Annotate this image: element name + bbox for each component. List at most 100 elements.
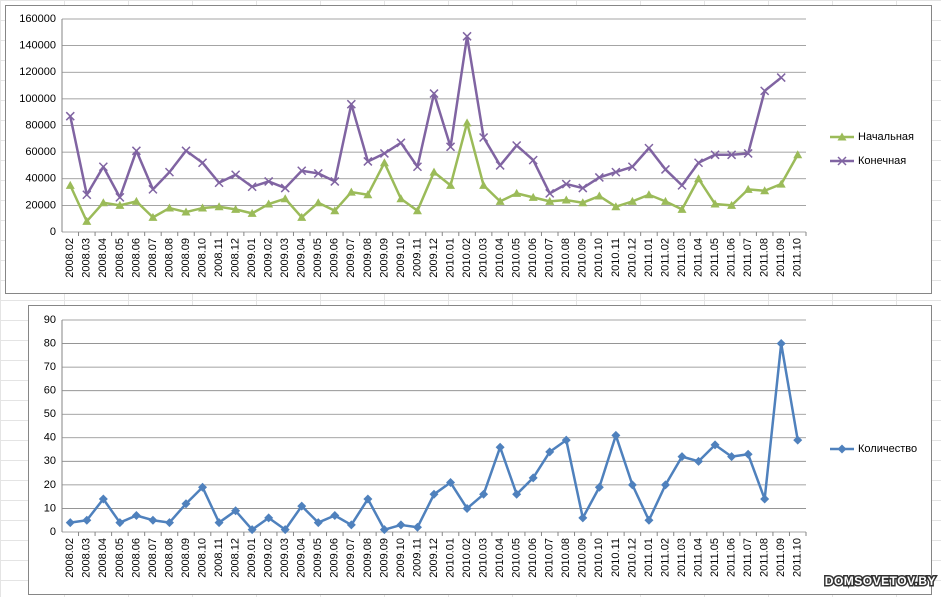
y-tick-label: 90 <box>44 314 56 326</box>
marker <box>710 440 720 450</box>
marker <box>793 435 803 445</box>
marker <box>363 190 373 199</box>
x-tick-label: 2008.10 <box>196 538 208 578</box>
marker <box>727 150 737 160</box>
x-tick-label: 2010.12 <box>626 238 638 278</box>
marker <box>677 204 687 213</box>
marker <box>131 511 141 521</box>
marker <box>313 518 323 528</box>
marker <box>131 196 141 205</box>
y-tick-label: 10 <box>44 502 56 514</box>
marker <box>429 89 439 99</box>
marker <box>264 199 274 208</box>
x-tick-label: 2011.10 <box>792 538 804 577</box>
x-tick-label: 2010.06 <box>527 238 539 278</box>
x-tick-label: 2011.09 <box>775 538 787 577</box>
x-tick-label: 2009.04 <box>296 238 308 278</box>
y-tick-label: 100000 <box>19 93 56 105</box>
marker <box>396 520 406 530</box>
x-tick-label: 2008.10 <box>196 238 208 278</box>
x-tick-label: 2009.08 <box>362 538 374 578</box>
marker <box>776 73 786 83</box>
x-tick-label: 2008.12 <box>230 538 242 578</box>
marker <box>164 167 174 177</box>
marker <box>446 180 456 189</box>
x-tick-label: 2009.11 <box>411 238 423 277</box>
x-tick-label: 2011.09 <box>775 238 787 277</box>
marker <box>594 172 604 182</box>
x-tick-label: 2009.03 <box>279 538 291 578</box>
marker <box>462 31 472 41</box>
marker <box>627 480 637 490</box>
x-tick-label: 2011.03 <box>676 238 688 277</box>
y-tick-label: 50 <box>44 408 56 420</box>
x-tick-label: 2010.07 <box>544 538 556 578</box>
marker <box>98 198 108 207</box>
watermark: DOMSOVETOV.BY <box>825 574 936 588</box>
marker <box>611 167 621 177</box>
x-tick-label: 2010.09 <box>577 238 589 278</box>
marker <box>694 456 704 466</box>
x-tick-label: 2009.01 <box>246 238 258 278</box>
marker <box>98 494 108 504</box>
x-tick-label: 2009.12 <box>428 538 440 578</box>
y-tick-label: 80000 <box>25 119 56 131</box>
x-tick-label: 2011.05 <box>709 238 721 277</box>
marker <box>82 216 92 225</box>
x-tick-label: 2009.09 <box>378 238 390 278</box>
x-tick-label: 2008.11 <box>213 538 225 577</box>
x-tick-label: 2009.05 <box>312 538 324 578</box>
marker <box>462 118 472 127</box>
x-tick-label: 2010.01 <box>444 538 456 578</box>
marker <box>65 518 75 528</box>
marker <box>627 162 637 172</box>
marker <box>694 174 704 183</box>
marker <box>710 199 720 208</box>
marker <box>148 515 158 525</box>
marker <box>512 188 522 197</box>
x-tick-label: 2009.11 <box>411 538 423 577</box>
x-tick-label: 2010.11 <box>610 538 622 577</box>
x-tick-label: 2010.11 <box>610 238 622 277</box>
marker <box>280 194 290 203</box>
marker <box>280 525 290 535</box>
x-tick-label: 2011.06 <box>726 238 738 277</box>
y-tick-label: 40 <box>44 432 56 444</box>
marker <box>379 148 389 158</box>
marker <box>313 168 323 178</box>
x-tick-label: 2009.02 <box>263 238 275 278</box>
x-tick-label: 2009.03 <box>279 238 291 278</box>
marker <box>545 447 555 457</box>
x-tick-label: 2010.10 <box>593 538 605 578</box>
x-tick-label: 2009.09 <box>378 538 390 578</box>
marker <box>231 506 241 516</box>
y-tick-label: 30 <box>44 455 56 467</box>
marker <box>429 489 439 499</box>
x-tick-label: 2011.02 <box>659 238 671 277</box>
marker <box>264 513 274 523</box>
marker <box>837 132 847 141</box>
x-tick-label: 2008.04 <box>97 538 109 578</box>
marker <box>660 164 670 174</box>
marker <box>611 202 621 211</box>
marker <box>479 489 489 499</box>
marker <box>743 148 753 158</box>
marker <box>837 156 847 166</box>
marker <box>65 111 75 121</box>
marker <box>82 515 92 525</box>
x-tick-label: 2010.04 <box>494 238 506 278</box>
marker <box>545 188 555 198</box>
marker <box>446 478 456 488</box>
marker <box>611 430 621 440</box>
y-tick-label: 140000 <box>19 40 56 52</box>
legend-label: Начальная <box>858 131 914 143</box>
marker <box>297 212 307 221</box>
marker <box>561 435 571 445</box>
x-tick-label: 2011.08 <box>759 238 771 277</box>
x-tick-label: 2008.05 <box>114 538 126 578</box>
x-tick-label: 2011.03 <box>676 538 688 577</box>
marker <box>330 511 340 521</box>
marker <box>479 132 489 143</box>
x-tick-label: 2009.12 <box>428 238 440 278</box>
